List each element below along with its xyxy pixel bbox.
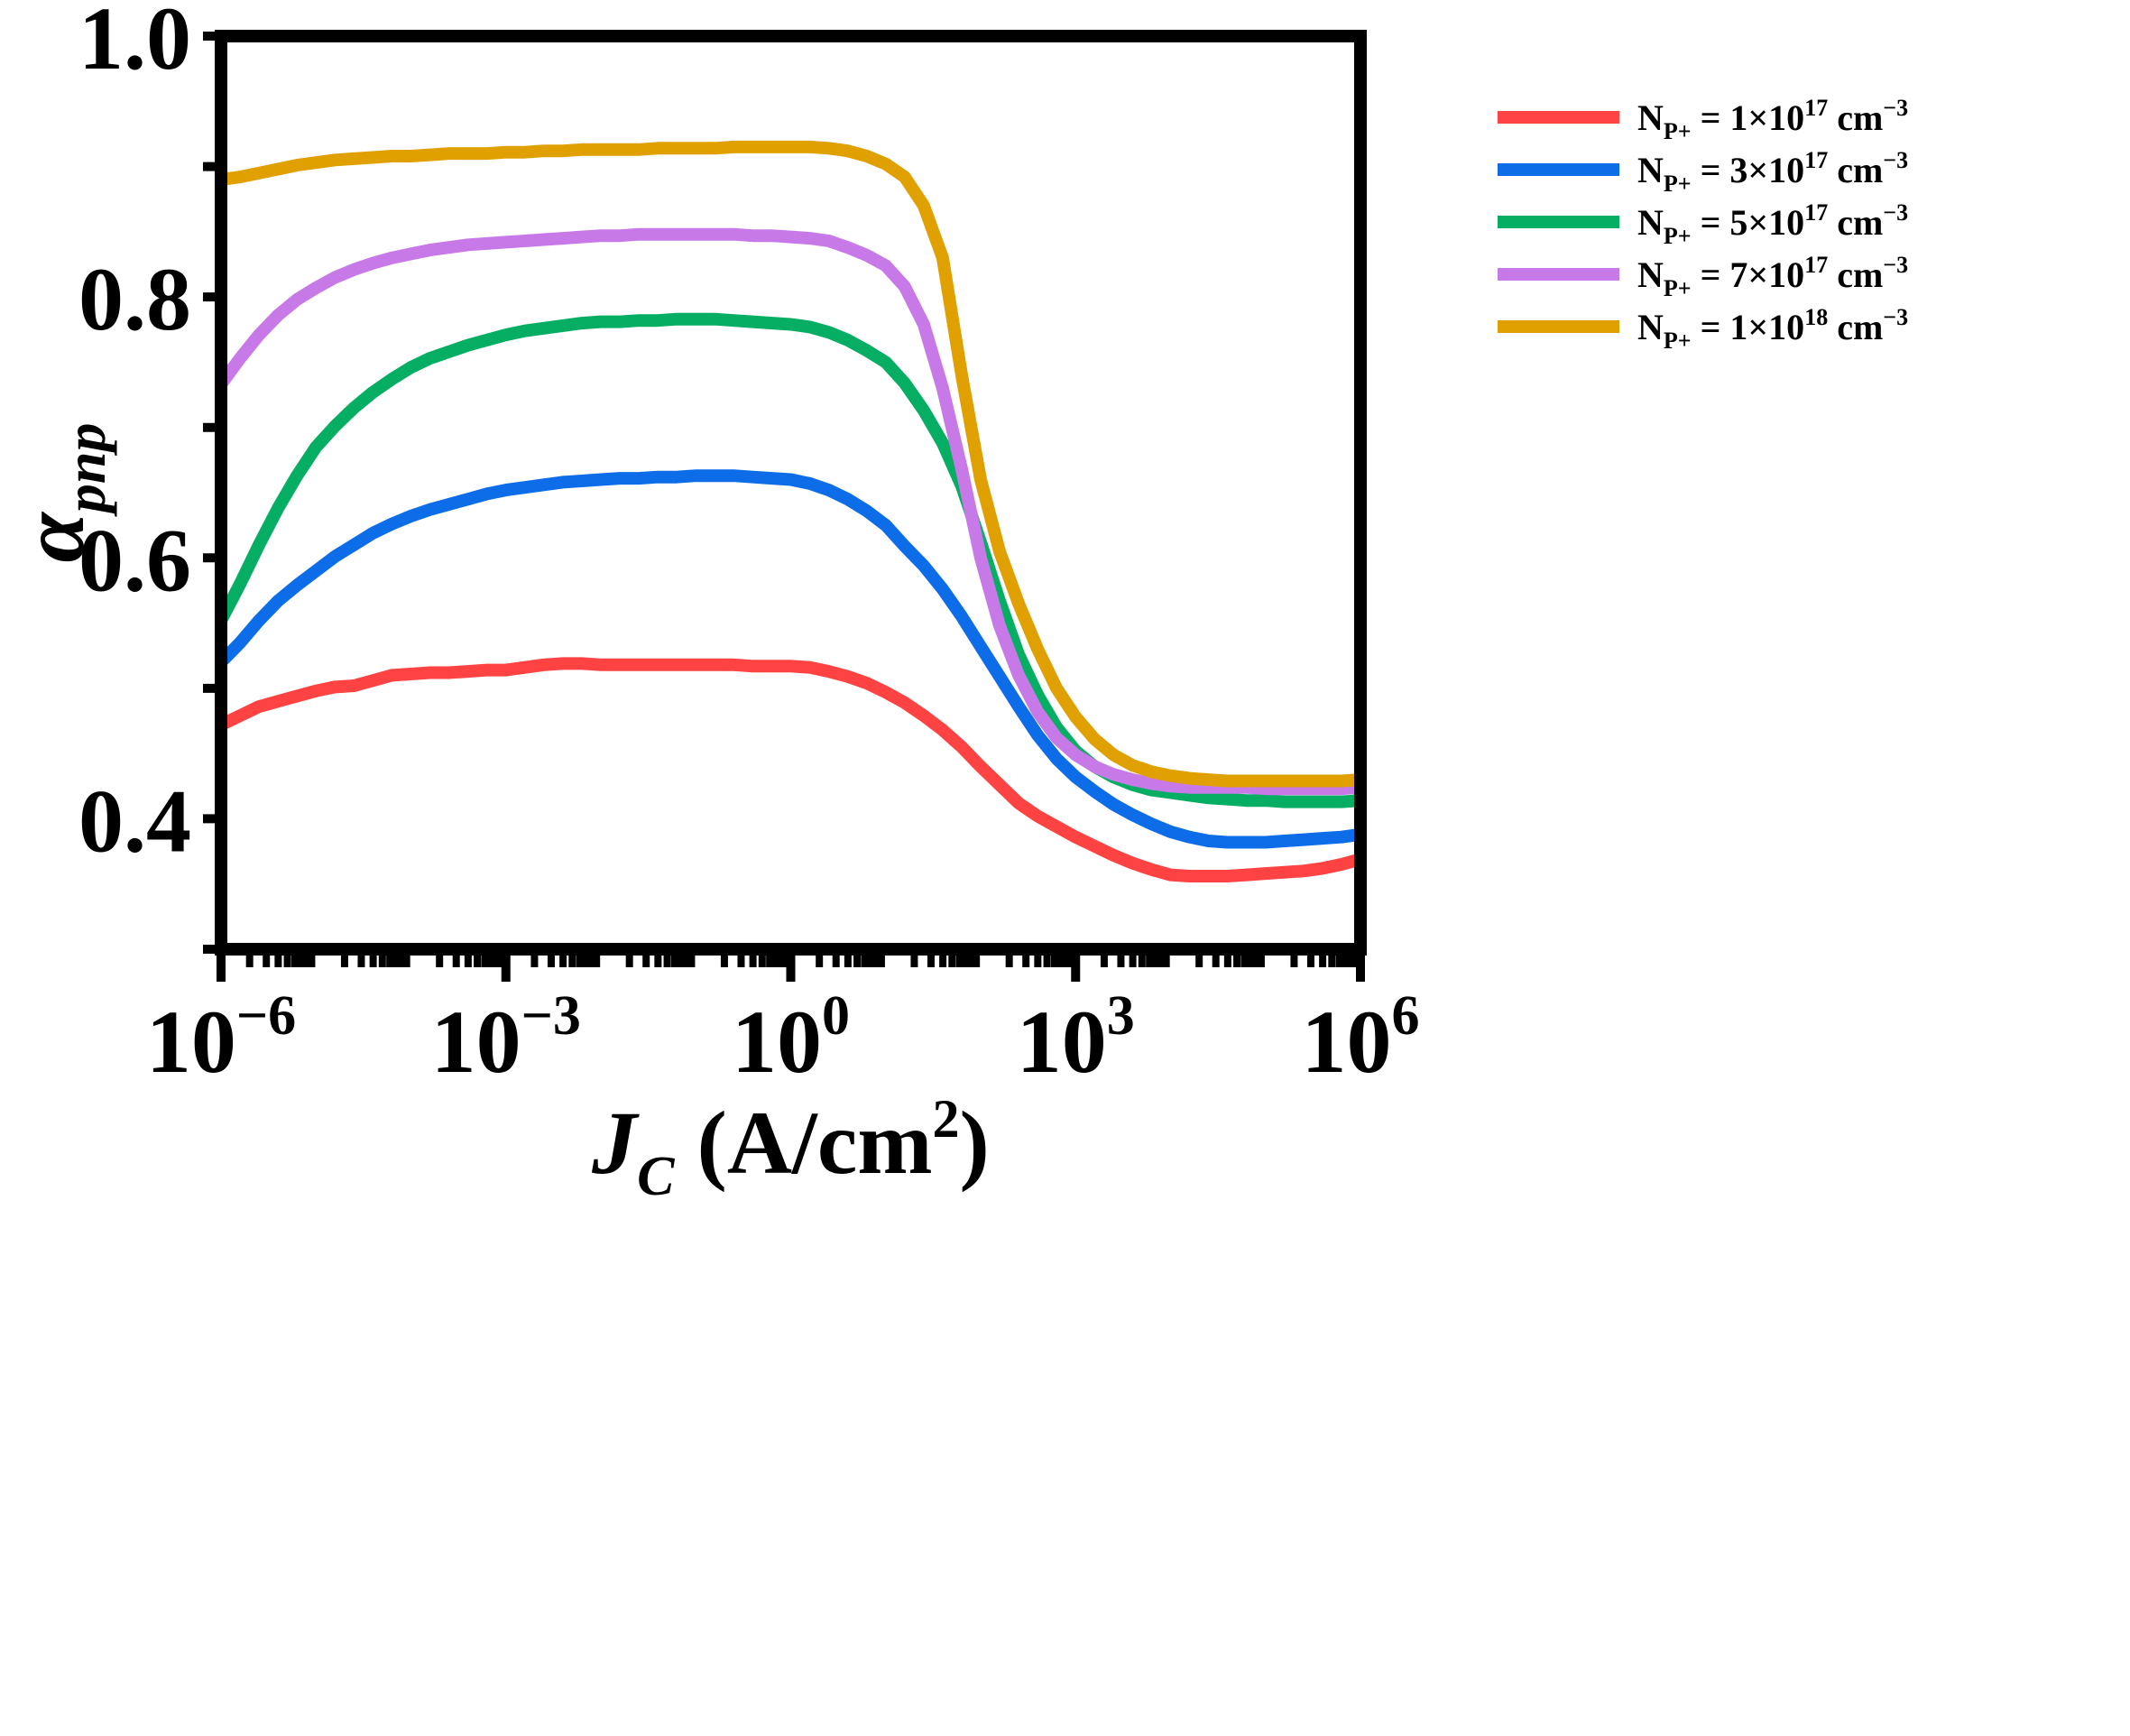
- series-layer: [215, 140, 1362, 882]
- y-tick-label-4: 0.4: [78, 771, 191, 871]
- y-tick-label-1: 1.0: [78, 0, 191, 88]
- x-axis-symbol: J: [591, 1093, 640, 1193]
- series-line-4: [216, 227, 1361, 796]
- y-tick-label-2: 0.8: [78, 249, 191, 349]
- x-tick-label-2: 10−3: [431, 985, 581, 1092]
- legend-label-2: NP+ = 3×1017 cm−3: [1637, 147, 1908, 197]
- legend-label-3: NP+ = 5×1017 cm−3: [1637, 199, 1908, 249]
- y-tick-label-3: 0.6: [78, 510, 191, 610]
- ticks-layer: 1.0 0.8 0.6 0.4 10−6 10−3 100 103 106: [78, 0, 1420, 1092]
- x-tick-label-1: 10−6: [146, 985, 296, 1092]
- legend: NP+ = 1×1017 cm−3NP+ = 3×1017 cm−3NP+ = …: [1498, 95, 1908, 354]
- legend-label-1: NP+ = 1×1017 cm−3: [1637, 95, 1908, 144]
- x-tick-label-3: 100: [732, 985, 850, 1092]
- series-line-2: [216, 469, 1361, 849]
- legend-label-5: NP+ = 1×1018 cm−3: [1637, 304, 1908, 354]
- x-axis-unit-close: ): [960, 1093, 990, 1193]
- legend-label-4: NP+ = 7×1017 cm−3: [1637, 252, 1908, 301]
- x-axis-title: JC (A/cm2): [591, 1089, 990, 1207]
- x-tick-label-5: 106: [1302, 985, 1420, 1092]
- y-axis-title: αpnp: [3, 423, 117, 563]
- series-line-5: [220, 140, 1361, 788]
- series-line-1: [217, 657, 1362, 882]
- x-axis-unit-sup: 2: [933, 1089, 960, 1149]
- x-tick-label-4: 103: [1017, 985, 1135, 1092]
- y-axis-symbol: α: [3, 511, 103, 562]
- plot-frame: [215, 30, 1367, 956]
- y-axis-subscript: pnp: [53, 423, 117, 518]
- x-axis-subscript: C: [637, 1146, 675, 1207]
- series-line-3: [215, 312, 1361, 808]
- x-axis-unit: (A/cm: [675, 1093, 933, 1193]
